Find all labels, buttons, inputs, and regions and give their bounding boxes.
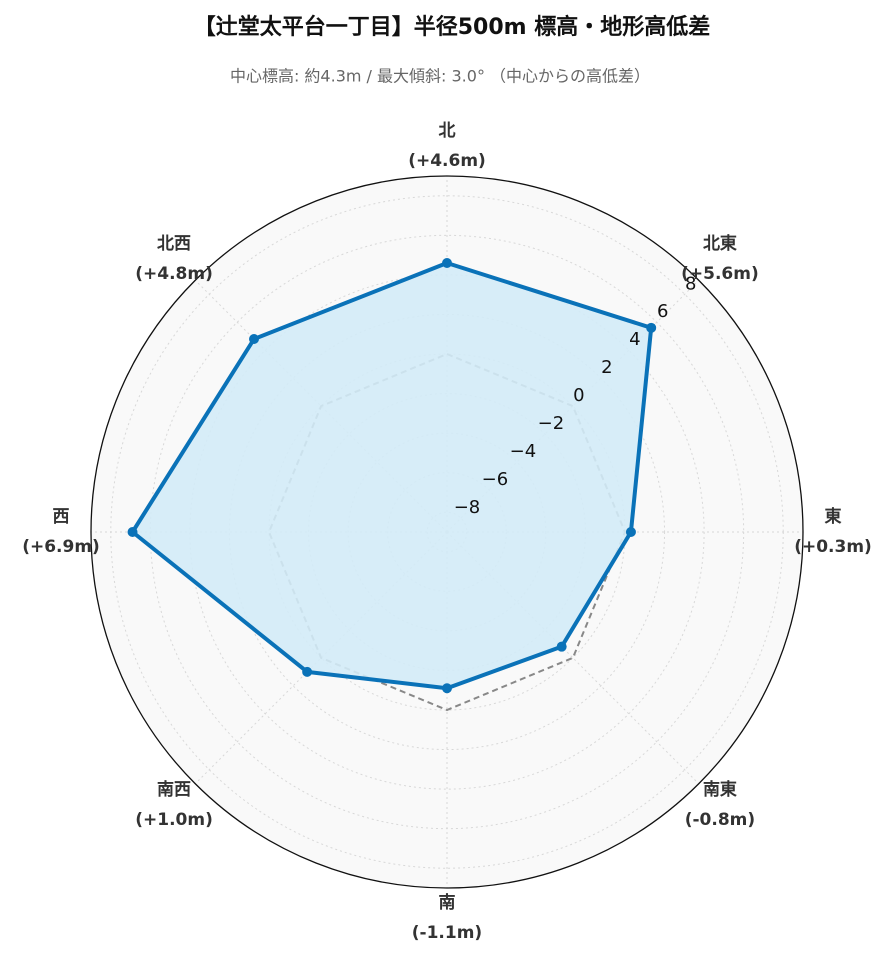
- radial-tick-label: −8: [454, 497, 481, 518]
- chart-title: 【辻堂太平台一丁目】半径500m 標高・地形高低差: [194, 14, 711, 40]
- category-label: 北: [439, 121, 456, 141]
- point: [302, 666, 313, 677]
- value-label: (-1.1m): [412, 923, 482, 943]
- value-label: (+5.6m): [681, 264, 759, 284]
- point: [556, 641, 567, 652]
- spoke: [194, 531, 448, 785]
- grid-circle: [228, 313, 666, 751]
- point: [442, 683, 452, 694]
- category-label: 南西: [157, 779, 191, 800]
- category-label: 南東: [703, 779, 737, 800]
- point: [127, 527, 138, 537]
- spoke: [194, 279, 448, 533]
- area: [132, 263, 652, 689]
- category-label: 北西: [157, 234, 191, 254]
- value-label: (+0.3m): [794, 537, 872, 557]
- category-label: 西: [53, 507, 70, 527]
- radial-tick-label: 6: [657, 301, 668, 322]
- radial-tick-label: 4: [629, 329, 640, 350]
- point: [625, 527, 636, 537]
- radial-tick-label: −6: [482, 469, 509, 490]
- radial-tick-label: 0: [573, 385, 584, 406]
- value-label: (+4.8m): [135, 264, 213, 284]
- radial-tick-label: −4: [510, 441, 537, 462]
- spoke: [446, 531, 700, 785]
- radial-tick-label: 2: [601, 357, 612, 378]
- spoke: [446, 279, 700, 533]
- category-label: 北東: [703, 233, 737, 254]
- value-label: (-0.8m): [685, 810, 755, 830]
- value-label: (+6.9m): [22, 537, 100, 557]
- category-label: 南: [439, 892, 456, 913]
- value-label: (+1.0m): [135, 810, 213, 830]
- category-label: 東: [825, 506, 842, 527]
- point: [442, 258, 452, 269]
- value-label: (+4.6m): [408, 151, 486, 171]
- radial-tick-label: 8: [685, 273, 696, 294]
- point: [646, 322, 657, 333]
- chart-subtitle: 中心標高: 約4.3m / 最大傾斜: 3.0° （中心からの高低差）: [230, 67, 650, 86]
- point: [249, 334, 260, 345]
- outer-circle: [90, 175, 804, 889]
- radial-tick-label: −2: [538, 413, 565, 434]
